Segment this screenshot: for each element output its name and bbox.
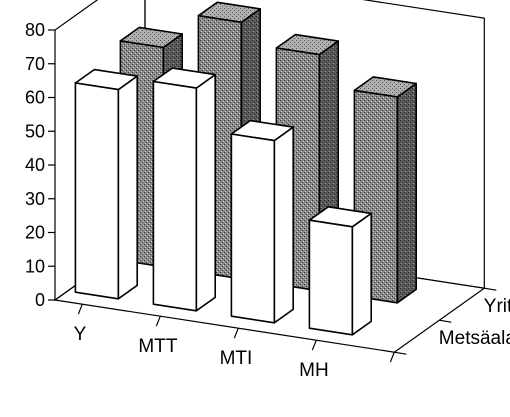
- y-tick-label: 40: [25, 155, 45, 175]
- axis-labels: Y MTT MTI MH Metsäala Yrityst.: [74, 296, 510, 381]
- x-tick-label: Y: [74, 324, 87, 345]
- bar-Metsäala-MH: [308, 206, 373, 336]
- bar-front: [230, 133, 276, 324]
- bar-Metsäala-MTT: [152, 67, 216, 312]
- y-tick-label: 50: [25, 121, 45, 141]
- bar-side: [396, 82, 418, 304]
- x-tick-label: MTT: [138, 336, 177, 357]
- depth-tick: [484, 287, 497, 291]
- series-label: Yrityst.: [484, 296, 510, 317]
- depth-tick: [394, 351, 407, 355]
- y-tick-label: 80: [25, 20, 45, 40]
- series-label: Metsäala: [439, 328, 510, 349]
- depth-tick: [439, 319, 452, 323]
- bar-front: [152, 80, 198, 312]
- bar-Metsäala-Y: [74, 68, 138, 300]
- y-tick-label: 20: [25, 223, 45, 243]
- x-tick: [77, 303, 83, 315]
- y-tick-label: 0: [35, 290, 45, 310]
- y-tick-label: 10: [25, 256, 45, 276]
- bar-side: [351, 212, 373, 336]
- x-tick-label: MH: [299, 360, 329, 381]
- y-tick-label: 60: [25, 88, 45, 108]
- bar-side: [273, 126, 295, 324]
- bars: [74, 1, 418, 336]
- x-tick: [155, 315, 161, 327]
- x-tick: [311, 339, 317, 351]
- y-axis: 0 10 20 30 40 50 60 70 80: [25, 20, 55, 310]
- bar-side: [117, 75, 138, 300]
- x-tick: [389, 351, 395, 363]
- y-tick-label: 70: [25, 54, 45, 74]
- bar-front: [308, 219, 354, 336]
- bar-Metsäala-MTI: [230, 119, 295, 324]
- y-tick-label: 30: [25, 189, 45, 209]
- bar-front: [74, 82, 120, 300]
- bar-side: [195, 73, 216, 312]
- x-tick-label: MTI: [220, 348, 253, 369]
- x-tick: [233, 327, 239, 339]
